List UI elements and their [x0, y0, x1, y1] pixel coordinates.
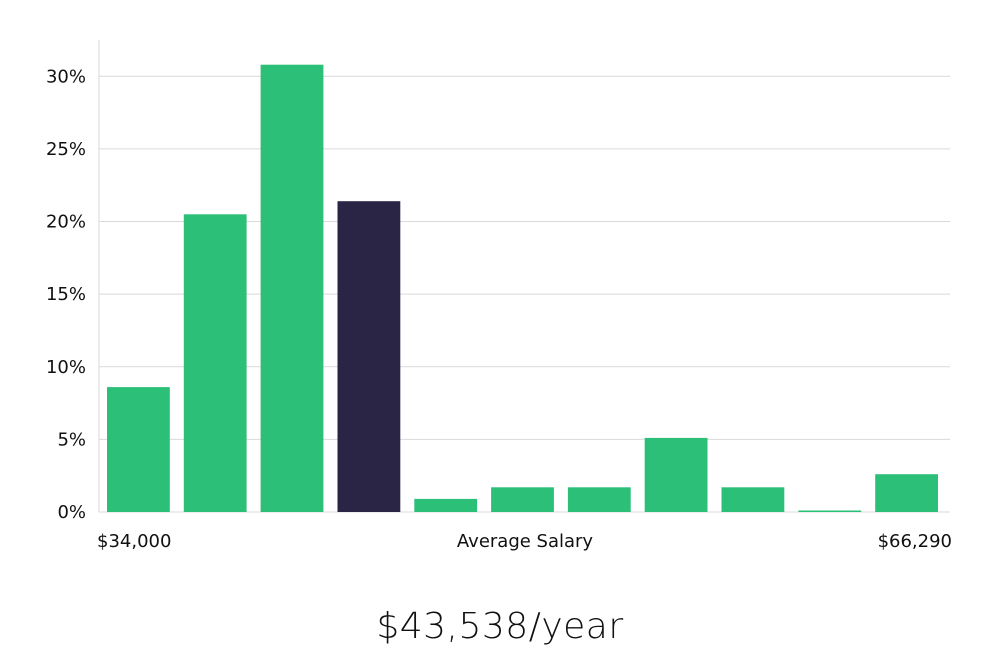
x-range-max-label: $66,290: [878, 531, 952, 552]
bar-highlighted: [337, 201, 401, 512]
bar: [107, 387, 170, 512]
bars: [107, 64, 938, 513]
bar: [875, 474, 938, 512]
y-tick-label: 10%: [46, 357, 86, 378]
average-salary-value: $43,538/year: [376, 606, 624, 647]
bar: [567, 487, 631, 512]
bar: [414, 498, 478, 512]
y-tick-label: 20%: [46, 212, 86, 233]
x-axis-label: Average Salary: [457, 531, 594, 552]
y-tick-label: 5%: [57, 429, 86, 450]
bar: [491, 487, 554, 512]
bar: [798, 510, 862, 512]
bar: [260, 64, 324, 512]
bar: [721, 487, 785, 512]
bar: [644, 437, 708, 512]
bar: [183, 214, 247, 513]
y-tick-label: 30%: [46, 66, 86, 87]
y-tick-label: 25%: [46, 139, 86, 160]
y-tick-label: 15%: [46, 284, 86, 305]
y-tick-label: 0%: [57, 502, 86, 523]
salary-histogram: 0% 5% 10% 15% 20% 25% 30% $34,000 Average Sala…: [46, 40, 952, 552]
y-tick-labels: 0% 5% 10% 15% 20% 25% 30%: [46, 66, 86, 523]
x-range-min-label: $34,000: [97, 531, 171, 552]
